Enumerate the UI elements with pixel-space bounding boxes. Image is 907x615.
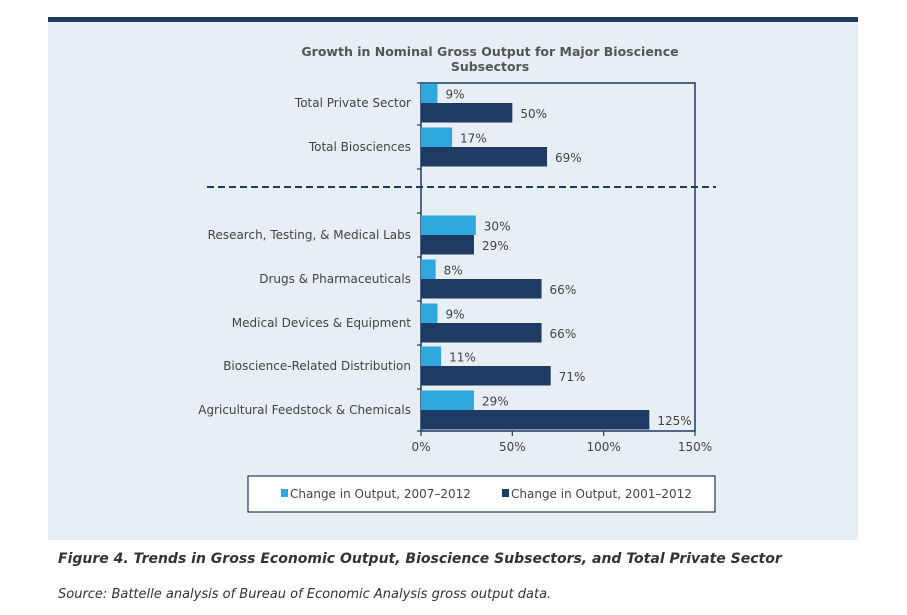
bar-2007-2012	[421, 83, 438, 103]
x-tick-label: 50%	[499, 440, 526, 454]
data-label: 50%	[520, 107, 547, 121]
data-label: 66%	[550, 327, 577, 341]
data-label: 71%	[559, 370, 586, 384]
category-label: Medical Devices & Equipment	[232, 316, 411, 330]
category-label: Research, Testing, & Medical Labs	[208, 228, 411, 242]
category-label: Bioscience-Related Distribution	[223, 359, 411, 373]
data-label: 17%	[460, 131, 487, 145]
data-label: 29%	[482, 394, 509, 408]
legend	[247, 475, 716, 513]
legend-swatch	[502, 489, 509, 497]
x-tick-label: 150%	[678, 440, 712, 454]
x-tick-label: 0%	[411, 440, 430, 454]
bar-2007-2012	[421, 215, 476, 235]
data-label: 9%	[445, 87, 464, 101]
bar-2007-2012	[421, 303, 438, 323]
bar-2001-2012	[421, 323, 542, 343]
data-label: 8%	[444, 263, 463, 277]
data-label: 125%	[657, 414, 691, 428]
data-label: 29%	[482, 239, 509, 253]
x-tick-label: 100%	[587, 440, 621, 454]
bar-2007-2012	[421, 127, 453, 147]
category-label: Agricultural Feedstock & Chemicals	[198, 403, 411, 417]
legend-swatch	[281, 489, 288, 497]
bar-2007-2012	[421, 390, 474, 410]
category-label: Drugs & Pharmaceuticals	[259, 272, 411, 286]
bar-2001-2012	[421, 279, 542, 299]
bar-2007-2012	[421, 259, 436, 279]
data-label: 69%	[555, 151, 582, 165]
chart-title-line1: Growth in Nominal Gross Output for Major…	[301, 44, 678, 59]
bar-2001-2012	[421, 410, 650, 430]
figure-source: Source: Battelle analysis of Bureau of E…	[58, 587, 552, 602]
bar-2001-2012	[421, 366, 551, 386]
bar-2001-2012	[421, 235, 474, 255]
legend-label: Change in Output, 2001–2012	[511, 487, 692, 501]
data-label: 30%	[484, 219, 511, 233]
bar-2007-2012	[421, 346, 442, 366]
data-label: 66%	[550, 283, 577, 297]
category-label: Total Private Sector	[294, 96, 411, 110]
data-label: 11%	[449, 350, 476, 364]
figure-caption: Figure 4. Trends in Gross Economic Outpu…	[58, 551, 782, 567]
top-rule	[48, 17, 858, 22]
category-label: Total Biosciences	[308, 140, 411, 154]
data-label: 9%	[445, 307, 464, 321]
chart-title-line2: Subsectors	[451, 59, 529, 74]
legend-label: Change in Output, 2007–2012	[290, 487, 471, 501]
bar-2001-2012	[421, 147, 548, 167]
bar-2001-2012	[421, 103, 513, 123]
